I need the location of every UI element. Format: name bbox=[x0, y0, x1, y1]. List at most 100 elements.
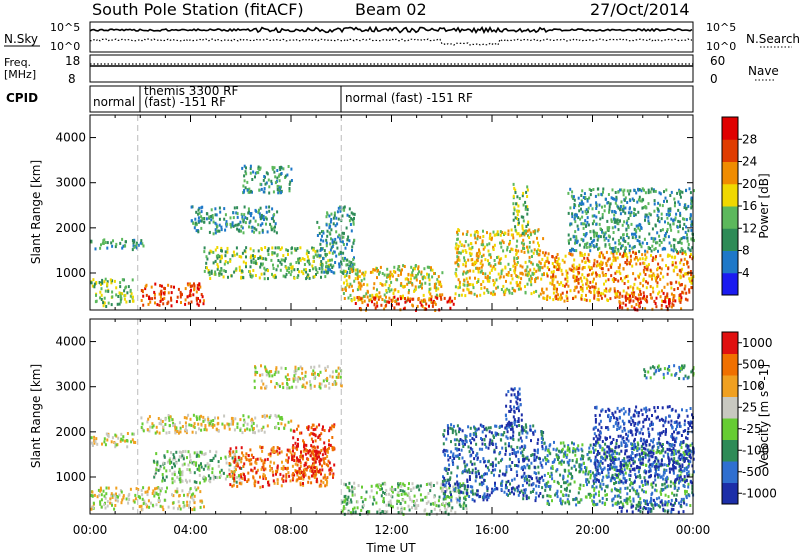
data-cell bbox=[277, 191, 280, 195]
data-cell bbox=[669, 194, 672, 197]
data-cell bbox=[269, 414, 272, 418]
data-cell bbox=[328, 231, 331, 235]
data-cell bbox=[243, 174, 246, 178]
data-cell bbox=[153, 491, 156, 495]
data-cell bbox=[683, 272, 686, 276]
data-cell bbox=[689, 249, 692, 253]
data-cell bbox=[668, 241, 671, 245]
data-cell bbox=[197, 216, 200, 220]
data-cell bbox=[162, 428, 165, 432]
data-cell bbox=[260, 256, 263, 260]
data-cell bbox=[551, 255, 554, 258]
data-cell bbox=[478, 447, 481, 451]
data-cell bbox=[265, 477, 267, 481]
data-cell bbox=[674, 201, 676, 205]
data-cell bbox=[193, 480, 196, 484]
data-cell bbox=[541, 266, 544, 270]
data-cell bbox=[623, 220, 626, 224]
data-cell bbox=[465, 271, 468, 275]
data-cell bbox=[476, 294, 478, 298]
data-cell bbox=[692, 189, 695, 193]
data-cell bbox=[165, 431, 168, 435]
data-cell bbox=[528, 236, 531, 239]
data-cell bbox=[260, 467, 263, 471]
data-cell bbox=[479, 293, 482, 297]
data-cell bbox=[536, 236, 538, 240]
data-cell bbox=[200, 293, 203, 296]
cpid-segment-normal-fast: normal (fast) -151 RF bbox=[345, 91, 473, 105]
data-cell bbox=[274, 181, 277, 185]
data-cell bbox=[543, 297, 546, 300]
data-cell bbox=[325, 223, 328, 227]
data-cell bbox=[351, 493, 354, 497]
data-cell bbox=[444, 510, 447, 514]
data-cell bbox=[339, 237, 342, 241]
data-cell bbox=[186, 480, 188, 484]
data-cell bbox=[202, 475, 205, 479]
data-cell bbox=[688, 187, 691, 191]
data-cell bbox=[250, 462, 253, 466]
data-cell bbox=[360, 279, 363, 283]
data-cell bbox=[368, 298, 371, 302]
data-cell bbox=[320, 263, 323, 267]
data-cell bbox=[619, 252, 622, 256]
data-cell bbox=[529, 424, 532, 428]
data-cell bbox=[529, 268, 532, 272]
data-cell bbox=[141, 289, 144, 293]
data-cell bbox=[349, 498, 352, 502]
data-cell bbox=[126, 445, 129, 449]
data-cell bbox=[199, 505, 202, 509]
data-cell bbox=[486, 274, 489, 278]
data-region bbox=[90, 237, 145, 252]
data-cell bbox=[290, 247, 293, 251]
data-cell bbox=[178, 504, 181, 508]
data-cell bbox=[264, 365, 267, 369]
data-cell bbox=[586, 199, 589, 203]
data-cell bbox=[375, 501, 378, 505]
data-cell bbox=[132, 244, 135, 248]
data-cell bbox=[662, 246, 665, 250]
data-cell bbox=[239, 418, 242, 422]
data-cell bbox=[232, 483, 235, 487]
data-cell bbox=[397, 302, 400, 306]
data-cell bbox=[470, 252, 473, 256]
data-cell bbox=[316, 445, 319, 449]
data-cell bbox=[168, 431, 171, 434]
data-cell bbox=[135, 243, 138, 247]
data-cell bbox=[199, 490, 202, 494]
data-cell bbox=[122, 244, 125, 248]
data-cell bbox=[331, 238, 334, 242]
data-cell bbox=[598, 255, 601, 259]
data-cell bbox=[598, 274, 601, 277]
data-cell bbox=[605, 261, 608, 265]
data-cell bbox=[235, 246, 238, 250]
data-cell bbox=[603, 209, 606, 213]
data-cell bbox=[191, 461, 194, 465]
data-cell bbox=[396, 499, 399, 503]
data-cell bbox=[625, 247, 627, 250]
data-cell bbox=[420, 272, 423, 276]
data-cell bbox=[190, 423, 193, 427]
data-cell bbox=[282, 254, 285, 258]
data-cell bbox=[352, 258, 355, 261]
data-cell bbox=[291, 458, 294, 462]
data-cell bbox=[286, 466, 289, 470]
data-cell bbox=[128, 492, 131, 496]
data-cell bbox=[495, 446, 498, 449]
data-cell bbox=[293, 268, 296, 272]
data-cell bbox=[658, 191, 661, 195]
data-cell bbox=[258, 208, 260, 212]
data-cell bbox=[548, 268, 551, 272]
data-cell bbox=[203, 505, 205, 509]
data-cell bbox=[516, 209, 519, 213]
colorbar-swatch bbox=[722, 272, 738, 296]
data-cell bbox=[260, 428, 263, 432]
data-cell bbox=[159, 464, 162, 468]
data-cell bbox=[666, 199, 668, 203]
data-cell bbox=[121, 292, 124, 296]
data-cell bbox=[192, 498, 195, 502]
data-cell bbox=[569, 249, 572, 252]
data-cell bbox=[306, 465, 309, 469]
data-cell bbox=[673, 246, 676, 250]
data-cell bbox=[311, 246, 314, 250]
